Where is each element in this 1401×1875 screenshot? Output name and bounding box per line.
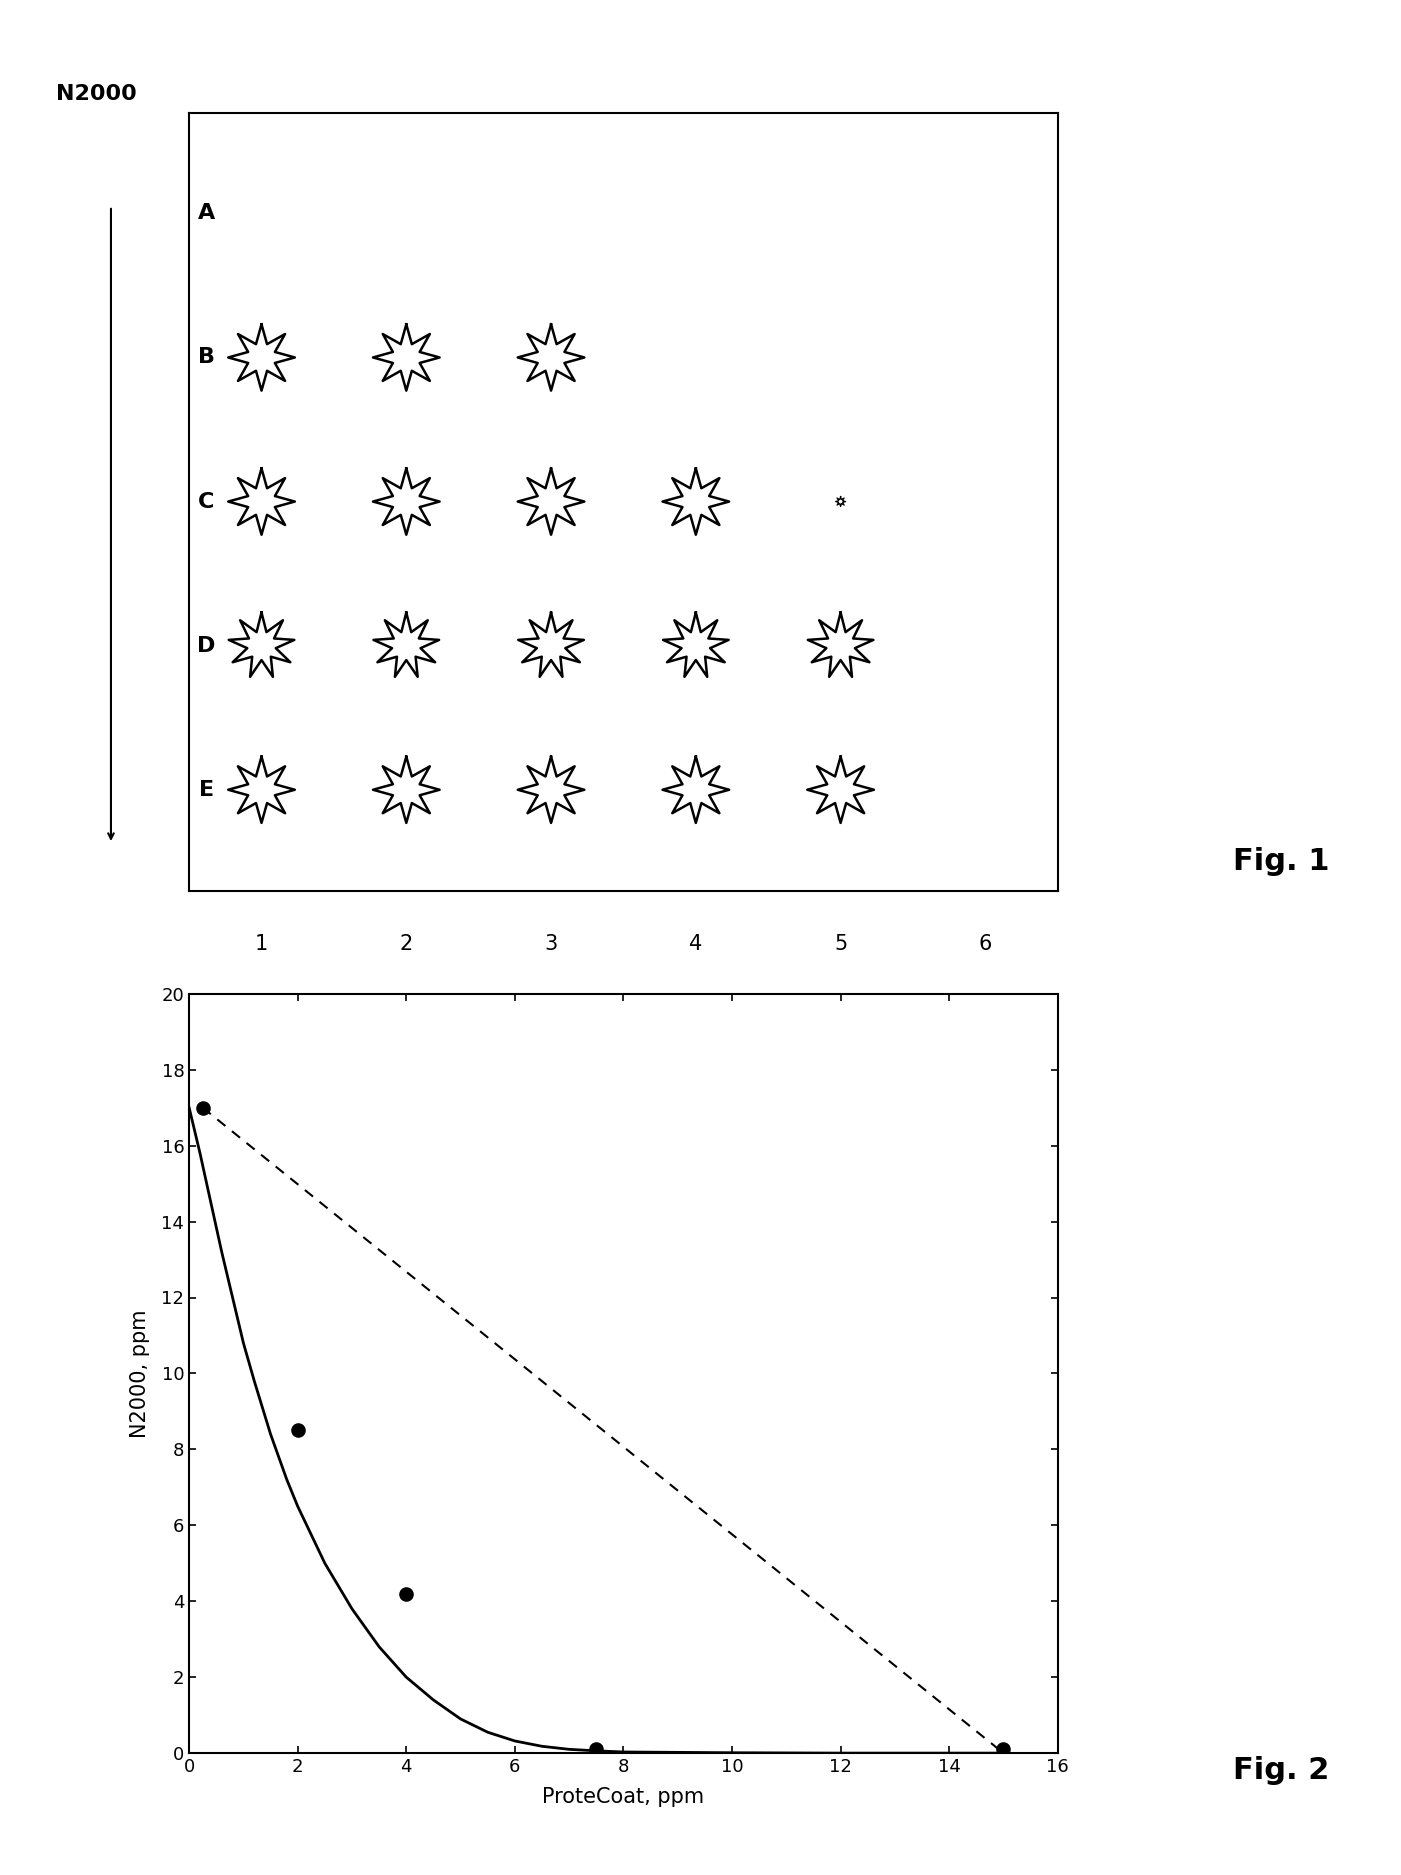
Polygon shape	[518, 324, 584, 390]
Text: 6: 6	[979, 934, 992, 954]
Text: ProteCoat™: ProteCoat™	[867, 1005, 989, 1026]
Polygon shape	[663, 613, 729, 677]
Polygon shape	[373, 324, 440, 390]
Point	[287, 1416, 310, 1446]
Polygon shape	[228, 469, 294, 534]
Text: D: D	[198, 636, 216, 656]
Polygon shape	[228, 324, 294, 390]
Polygon shape	[663, 469, 729, 534]
Polygon shape	[807, 758, 874, 823]
Polygon shape	[228, 613, 294, 677]
Text: 3: 3	[545, 934, 558, 954]
Text: A: A	[198, 202, 216, 223]
Point	[395, 1579, 417, 1609]
Text: C: C	[199, 491, 214, 512]
Point	[992, 1734, 1014, 1764]
Polygon shape	[518, 613, 584, 677]
Text: N2000: N2000	[56, 84, 137, 105]
Point	[586, 1734, 608, 1764]
Polygon shape	[835, 497, 846, 506]
Text: 2: 2	[399, 934, 413, 954]
Text: 5: 5	[834, 934, 848, 954]
Polygon shape	[228, 758, 294, 823]
Text: Fig. 1: Fig. 1	[1233, 848, 1330, 876]
Polygon shape	[808, 613, 873, 677]
Text: 4: 4	[689, 934, 702, 954]
Text: Fig. 2: Fig. 2	[1233, 1757, 1330, 1785]
Polygon shape	[518, 469, 584, 534]
Text: B: B	[198, 347, 214, 368]
Polygon shape	[373, 469, 440, 534]
Text: 1: 1	[255, 934, 268, 954]
Polygon shape	[518, 758, 584, 823]
X-axis label: ProteCoat, ppm: ProteCoat, ppm	[542, 1787, 705, 1808]
Polygon shape	[373, 758, 440, 823]
Text: E: E	[199, 780, 214, 801]
Y-axis label: N2000, ppm: N2000, ppm	[130, 1309, 150, 1438]
Polygon shape	[374, 613, 439, 677]
Point	[192, 1093, 214, 1123]
Polygon shape	[663, 758, 729, 823]
